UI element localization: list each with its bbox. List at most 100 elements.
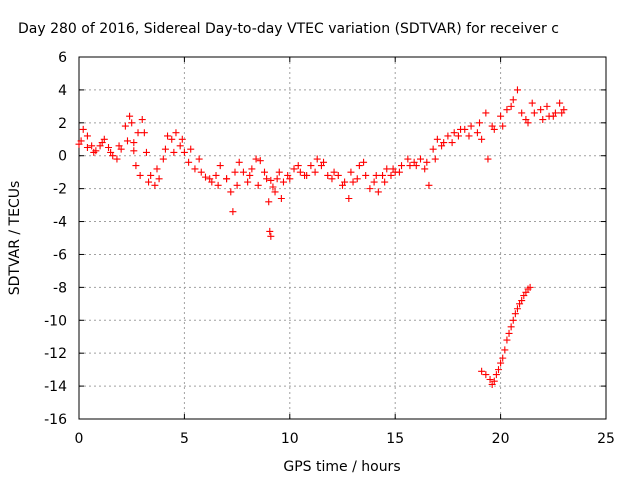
data-point [355, 162, 363, 170]
data-point [507, 102, 515, 110]
grid [79, 57, 606, 419]
data-point [235, 158, 243, 166]
data-point [147, 171, 155, 179]
data-point [499, 354, 507, 362]
data-point [501, 346, 509, 354]
data-point [349, 178, 357, 186]
y-tick-label: -8 [53, 280, 67, 296]
data-point [273, 175, 281, 183]
data-point [313, 155, 321, 163]
data-point [279, 178, 287, 186]
data-point [155, 175, 163, 183]
data-point [387, 171, 395, 179]
data-point [271, 188, 279, 196]
data-point [486, 376, 494, 384]
data-point [132, 162, 140, 170]
data-point [522, 116, 530, 124]
data-point [478, 367, 486, 375]
y-tick-label: -14 [44, 379, 67, 395]
data-point [267, 176, 275, 184]
data-point [233, 181, 241, 189]
data-point [457, 125, 465, 133]
data-point [307, 162, 315, 170]
data-point [136, 171, 144, 179]
data-point [290, 165, 298, 173]
data-point [216, 162, 224, 170]
data-point [448, 139, 456, 147]
data-point [197, 168, 205, 176]
data-point [178, 135, 186, 143]
data-point [518, 109, 526, 117]
data-point [223, 175, 231, 183]
data-point [509, 316, 517, 324]
y-tick-label: -6 [53, 247, 67, 263]
data-point [490, 377, 498, 385]
data-point [121, 122, 129, 130]
data-point [492, 371, 500, 379]
data-point [370, 178, 378, 186]
data-point [362, 171, 370, 179]
data-point [176, 142, 184, 150]
data-point [507, 323, 515, 331]
data-point [528, 99, 536, 107]
data-point [88, 142, 96, 150]
data-point [265, 198, 273, 206]
data-point [130, 139, 138, 147]
data-point [503, 106, 511, 114]
data-point [558, 109, 566, 117]
data-point [267, 232, 275, 240]
data-point [398, 162, 406, 170]
data-point [263, 175, 271, 183]
data-point [556, 99, 564, 107]
data-point [286, 175, 294, 183]
data-point [539, 116, 547, 124]
data-point [248, 165, 256, 173]
data-point [484, 155, 492, 163]
y-tick-label: -2 [53, 182, 67, 198]
data-point [296, 168, 304, 176]
data-point [180, 148, 188, 156]
data-point [444, 132, 452, 140]
data-point [353, 175, 361, 183]
data-point [246, 171, 254, 179]
data-point [161, 145, 169, 153]
data-point [404, 155, 412, 163]
data-point [412, 162, 420, 170]
x-tick-label: 5 [180, 431, 189, 447]
y-tick-label: -16 [44, 412, 67, 428]
data-point [334, 171, 342, 179]
data-point [269, 183, 277, 191]
data-point [90, 148, 98, 156]
data-point [473, 129, 481, 137]
data-point [244, 178, 252, 186]
data-point [513, 305, 521, 313]
data-point [185, 158, 193, 166]
data-point [320, 158, 328, 166]
series-2 [77, 86, 566, 240]
data-point [395, 168, 403, 176]
data-point [227, 188, 235, 196]
data-point [113, 155, 121, 163]
data-point [142, 148, 150, 156]
data-point [503, 336, 511, 344]
data-point [153, 165, 161, 173]
data-point [164, 132, 172, 140]
data-point [168, 135, 176, 143]
data-point [360, 158, 368, 166]
data-point [187, 145, 195, 153]
plot-frame [78, 56, 607, 420]
data-point [543, 102, 551, 110]
data-point [339, 181, 346, 189]
y-tick-label: 2 [58, 116, 67, 132]
data-point [454, 132, 462, 140]
data-point [98, 139, 106, 147]
data-point [328, 175, 336, 183]
data-point [275, 168, 283, 176]
data-point [347, 168, 355, 176]
data-point [231, 168, 239, 176]
y-tick-label: -10 [44, 313, 67, 329]
data-point [214, 181, 222, 189]
axis-ticks: 0 5 10 15 20 25 -16 -14 -12 -10 -8 -6 -4 -2 0 2 4 6 [44, 50, 615, 447]
x-tick-label: 25 [597, 431, 615, 447]
